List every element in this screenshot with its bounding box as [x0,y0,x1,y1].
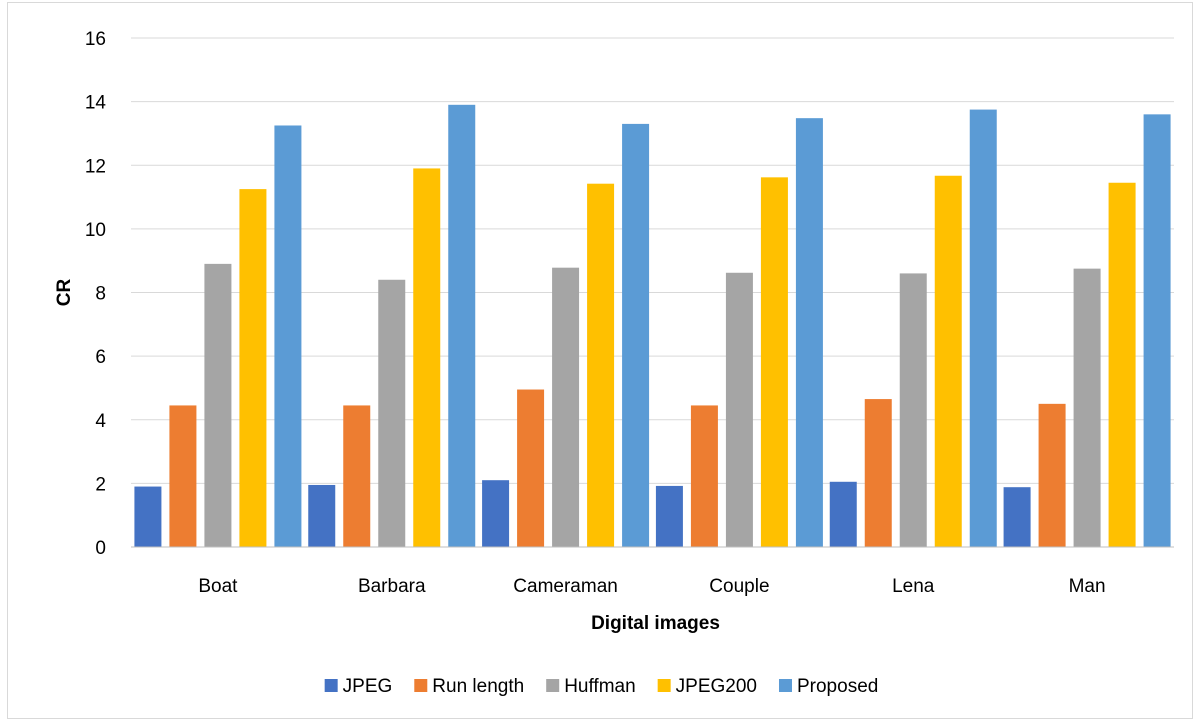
y-tick-label: 0 [95,538,106,559]
bar-proposed-lena [969,109,997,547]
x-axis-ticks: Boat Barbara Cameraman Couple Lena Man [198,576,1105,597]
x-tick-label: Cameraman [513,576,618,597]
bar-jpeg-boat [134,486,162,547]
y-tick-label: 8 [95,284,106,305]
bar-proposed-couple [795,118,823,547]
legend-swatch [657,679,671,692]
y-tick-label: 6 [95,347,106,368]
legend-label: Proposed [797,676,878,697]
bar-run-length-couple [690,405,718,547]
legend-swatch [546,679,560,692]
bar-jpeg200-boat [239,189,267,547]
gridlines [131,37,1174,484]
y-tick-label: 14 [85,93,107,114]
bar-huffman-barbara [378,279,406,547]
legend-label: Huffman [564,676,635,697]
bar-huffman-cameraman [552,267,580,547]
legend-label: JPEG200 [676,676,757,697]
bar-run-length-man [1038,403,1066,547]
legend-label: Run length [432,676,524,697]
bar-run-length-barbara [343,405,371,547]
y-tick-label: 2 [95,474,106,495]
legend-swatch [414,679,428,692]
bar-jpeg200-barbara [413,168,441,547]
x-tick-label: Barbara [358,576,426,597]
legend-item-huffman: Huffman [546,676,636,697]
bar-run-length-boat [169,405,197,547]
y-axis-title: CR [54,279,75,307]
y-axis-ticks: 0 2 4 6 8 10 12 14 16 [85,29,107,559]
bar-jpeg200-man [1108,182,1136,547]
bar-jpeg200-couple [760,177,788,547]
legend-item-jpeg: JPEG [324,676,393,697]
legend-item-jpeg200: JPEG200 [657,676,757,697]
legend-swatch [324,679,338,692]
legend: JPEG Run length Huffman JPEG200 Proposed [324,676,878,697]
bars [134,104,1171,548]
bar-proposed-boat [274,125,302,547]
bar-huffman-couple [725,272,753,547]
bar-run-length-lena [864,399,892,547]
bar-jpeg-cameraman [482,480,510,547]
x-tick-label: Couple [709,576,769,597]
bar-huffman-lena [899,273,927,547]
y-tick-label: 10 [85,220,106,241]
bar-jpeg-lena [829,481,857,547]
y-tick-label: 12 [85,156,106,177]
legend-swatch [778,679,792,692]
bar-jpeg200-lena [934,175,962,548]
legend-item-proposed: Proposed [778,676,878,697]
bar-proposed-cameraman [622,123,650,548]
bar-proposed-man [1143,114,1171,547]
bar-proposed-barbara [448,104,476,548]
bar-jpeg-man [1003,487,1031,547]
bar-jpeg-couple [655,485,683,547]
x-tick-label: Lena [892,576,935,597]
bar-jpeg-barbara [308,484,336,547]
bar-jpeg200-cameraman [587,183,615,548]
bar-huffman-man [1073,268,1101,547]
x-tick-label: Man [1069,576,1106,597]
bar-run-length-cameraman [517,389,545,547]
bar-huffman-boat [204,263,232,547]
legend-item-run-length: Run length [414,676,524,697]
y-tick-label: 16 [85,29,106,50]
x-axis-title: Digital images [591,613,720,634]
x-tick-label: Boat [198,576,238,597]
y-tick-label: 4 [95,411,106,432]
legend-label: JPEG [343,676,393,697]
